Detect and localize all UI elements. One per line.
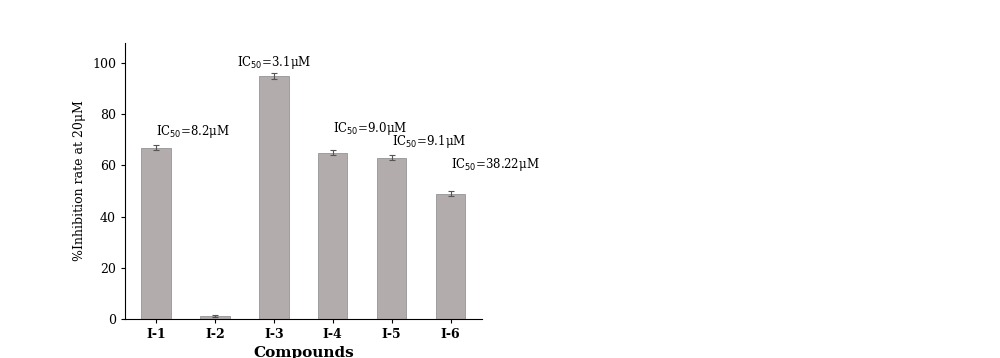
Bar — [141, 147, 171, 319]
Text: IC$_{50}$=9.0μM: IC$_{50}$=9.0μM — [333, 120, 407, 137]
Bar — [436, 194, 465, 319]
Text: IC$_{50}$=3.1μM: IC$_{50}$=3.1μM — [237, 54, 311, 71]
Text: IC$_{50}$=8.2μM: IC$_{50}$=8.2μM — [156, 123, 230, 140]
Y-axis label: %Inhibition rate at 20μM: %Inhibition rate at 20μM — [73, 100, 86, 261]
Text: IC$_{50}$=9.1μM: IC$_{50}$=9.1μM — [392, 133, 466, 150]
Bar — [259, 76, 289, 319]
Bar — [377, 158, 406, 319]
Bar — [318, 153, 347, 319]
X-axis label: Compounds: Compounds — [253, 346, 354, 358]
Bar — [200, 316, 230, 319]
Text: IC$_{50}$=38.22μM: IC$_{50}$=38.22μM — [451, 156, 539, 173]
